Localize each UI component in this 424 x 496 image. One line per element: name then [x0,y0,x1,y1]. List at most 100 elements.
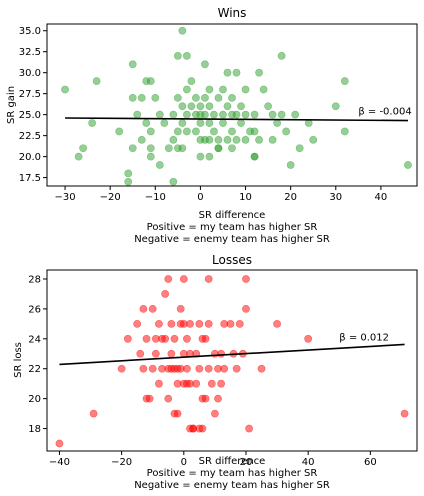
wins-plot-frame [46,23,418,187]
wins-point [259,85,268,94]
wins-point [173,93,182,102]
wins-xtick-label: 40 [375,192,388,203]
losses-point [142,334,151,343]
wins-point [214,93,223,102]
wins-points [61,26,412,186]
wins-point [205,152,214,161]
losses-plot-frame [46,269,418,452]
wins-xtick-label: 0 [197,192,203,203]
losses-point [55,439,64,448]
losses-point [164,394,173,403]
wins-point [146,77,155,85]
wins-point [250,110,259,119]
wins-point [196,152,205,161]
wins-point [182,85,191,94]
wins-point [187,77,196,85]
losses-xlabel-line-3: Negative = enemy team has higher SR [134,480,330,491]
wins-point [219,85,227,94]
wins-point [201,60,209,69]
losses-xtick-label: 0 [181,457,187,468]
wins-point [115,127,124,136]
losses-ytick-label: 26 [28,304,41,315]
wins-point [210,110,218,119]
losses-point [167,349,176,358]
wins-point [151,93,160,102]
wins-point [232,110,241,119]
losses-point [89,409,98,418]
wins-xlabel-line-3: Negative = enemy team has higher SR [134,234,330,245]
losses-xlabel-line-1: SR difference [199,456,266,467]
wins-point [178,119,187,127]
losses-point [139,304,148,313]
wins-point [241,110,250,119]
wins-point [137,93,146,102]
wins-xtick-label: 10 [239,192,252,203]
wins-point [223,135,232,144]
wins-point [255,135,263,144]
wins-point [295,144,304,153]
wins-point [178,144,187,153]
wins-point [228,127,236,136]
wins-point [155,161,164,169]
losses-point [232,364,241,373]
losses-ytick-label: 28 [28,274,41,285]
losses-point [164,275,173,283]
losses-xtick-label: −20 [111,457,132,468]
losses-point [201,394,210,403]
losses-point [155,319,163,328]
wins-xlabel-line-2: Positive = my team has higher SR [147,222,318,233]
wins-point [74,152,83,161]
losses-point [148,364,157,373]
wins-point [169,110,178,119]
wins-point [277,52,286,60]
losses-point [201,334,210,343]
wins-title: Wins [218,6,247,20]
wins-point [201,93,209,102]
losses-point [204,275,213,283]
losses-point [195,319,204,328]
losses-points [55,275,409,448]
wins-xtick-label: 20 [284,192,297,203]
losses-point [139,364,148,373]
losses-ytick-label: 18 [28,424,41,435]
wins-point [228,93,236,102]
losses-point [207,379,216,388]
wins-ylabel: SR gain [6,86,17,124]
losses-point [304,334,313,343]
wins-xtick-label: −20 [100,192,121,203]
wins-point [142,119,151,127]
losses-xtick-label: 40 [302,457,315,468]
wins-point [404,161,412,169]
losses-title: Losses [212,253,252,267]
losses-point [195,364,204,373]
wins-point [79,144,87,153]
losses-point [220,364,229,373]
losses-y-axis: 18 20 22 24 26 28 [28,274,47,435]
wins-point [250,152,259,161]
losses-point [183,334,191,343]
wins-ytick-label: 22.5 [19,131,41,142]
losses-point [214,394,222,403]
wins-point [340,77,349,85]
wins-xlabel-line-1: SR difference [199,210,266,221]
losses-xtick-label: 60 [364,457,377,468]
wins-xtick-label: −10 [145,192,166,203]
losses-point [210,409,219,418]
losses-point [198,424,207,433]
losses-chart: Losses −40 −20 0 20 40 60 18 20 22 24 26 28 β = 0.… [13,253,418,491]
wins-point [205,85,214,94]
losses-point [400,409,409,418]
wins-point [232,68,241,77]
losses-x-axis: −40 −20 0 20 40 60 [49,451,377,468]
losses-point [242,304,250,313]
wins-point [124,169,133,178]
wins-point [201,110,209,119]
wins-point [219,119,227,127]
wins-beta-annotation: β = -0.004 [358,107,411,118]
wins-point [137,135,146,144]
wins-point [182,127,191,136]
wins-point [61,85,69,94]
wins-point [205,119,214,127]
wins-ytick-label: 32.5 [19,47,41,58]
